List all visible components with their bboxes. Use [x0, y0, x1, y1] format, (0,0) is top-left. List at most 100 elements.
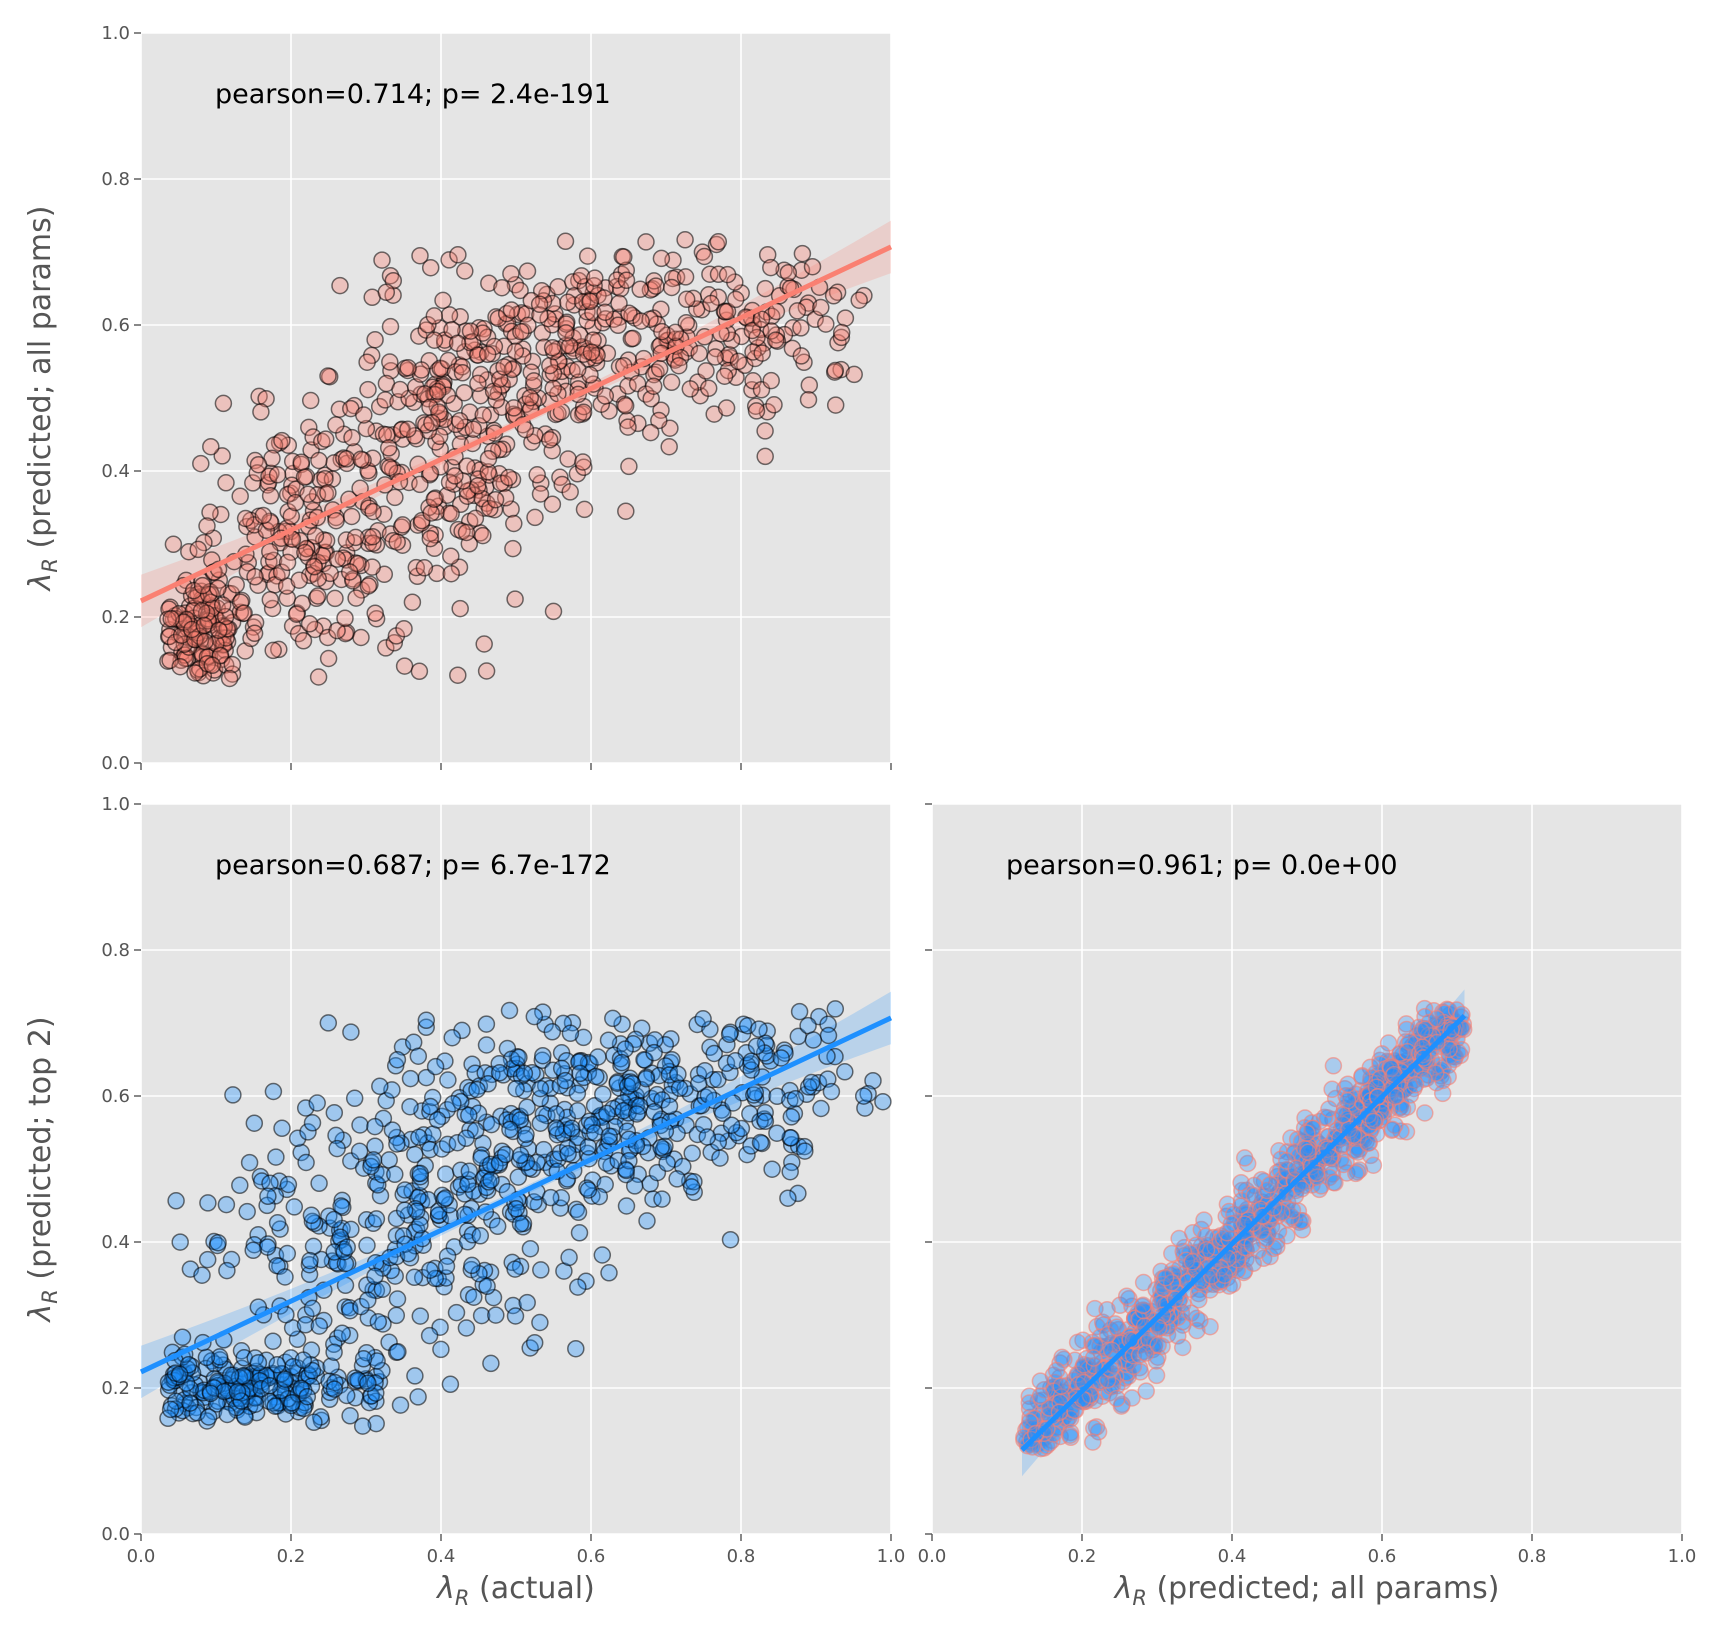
scatter-point [533, 1051, 552, 1070]
scatter-point [799, 390, 818, 409]
scatter-point [457, 523, 476, 542]
scatter-point [193, 576, 212, 595]
x-axis-label-lambda: λ [1113, 1571, 1133, 1606]
scatter-point [557, 315, 575, 333]
scatter-point [368, 1352, 386, 1370]
scatter-point [391, 380, 409, 399]
scatter-point [482, 1354, 500, 1373]
scatter-point [652, 1138, 670, 1157]
scatter-point [299, 485, 317, 503]
scatter-point [292, 1143, 310, 1162]
scatter-point [792, 347, 811, 365]
scatter-point [593, 1246, 612, 1264]
scatter-point [666, 323, 685, 342]
scatter-point [319, 1014, 338, 1032]
y-tick-label: 0.6 [101, 315, 130, 336]
scatter-point [366, 330, 384, 349]
scatter-point [525, 1333, 544, 1352]
scatter-point [327, 1126, 345, 1145]
scatter-point [561, 1024, 580, 1043]
y-axis-label: λR (predicted; top 2) [23, 1016, 62, 1323]
scatter-point [488, 1217, 507, 1236]
scatter-point [743, 321, 762, 340]
scatter-point [567, 1200, 586, 1219]
scatter-point [711, 1149, 729, 1167]
x-axis-label-text: (predicted; all params) [1147, 1571, 1500, 1606]
scatter-point [210, 621, 228, 640]
x-axis-label: λR (actual) [435, 1571, 595, 1610]
scatter-point [507, 1199, 525, 1218]
scatter-point [645, 1043, 663, 1062]
scatter-point [796, 1142, 814, 1160]
scatter-point [531, 1313, 549, 1332]
scatter-point [411, 1216, 429, 1234]
scatter-point [812, 1099, 830, 1118]
regression-line-path [139, 1015, 893, 1375]
scatter-point [1235, 1149, 1254, 1167]
y-tick-label: 0.2 [101, 1378, 130, 1399]
scatter-point [506, 342, 525, 361]
scatter-point [709, 265, 728, 284]
scatter-point [268, 1356, 286, 1374]
scatter-point [292, 453, 311, 471]
scatter-point [347, 589, 365, 607]
scatter-point [758, 245, 777, 264]
scatter-point [677, 290, 696, 309]
scatter-point [477, 1015, 496, 1033]
scatter-point [264, 1082, 283, 1101]
scatter-point [836, 1063, 854, 1081]
scatter-point [425, 307, 444, 325]
scatter-point [364, 1151, 383, 1169]
scatter-point [409, 1047, 428, 1065]
scatter-point [747, 402, 766, 420]
scatter-point [1191, 1311, 1209, 1330]
scatter-point [342, 1023, 360, 1041]
scatter-point [391, 1396, 410, 1414]
scatter-point [638, 1212, 656, 1230]
scatter-point [493, 278, 511, 297]
scatter-point [273, 1119, 291, 1138]
scatter-point [352, 628, 370, 647]
scatter-point [360, 1393, 379, 1412]
scatter-point [341, 1301, 359, 1320]
scatter-point [264, 1332, 282, 1350]
scatter-point [567, 1339, 585, 1358]
scatter-point [440, 251, 458, 269]
scatter-point [1364, 1112, 1383, 1131]
scatter-point [439, 1071, 457, 1089]
scatter-point [302, 1206, 321, 1225]
scatter-point [326, 1373, 344, 1392]
scatter-point [301, 391, 320, 410]
scatter-point [388, 1050, 407, 1069]
scatter-point [386, 1165, 404, 1184]
scatter-point [399, 420, 417, 438]
scatter-point [511, 1215, 530, 1233]
scatter-point [346, 528, 365, 547]
scatter-point [1134, 1296, 1152, 1314]
scatter-point [646, 1031, 664, 1049]
scatter-point [598, 1104, 616, 1123]
y-tick-label: 1.0 [101, 23, 130, 44]
scatter-point [1299, 1143, 1317, 1161]
scatter-point [750, 1020, 768, 1038]
scatter-point [517, 1125, 535, 1144]
scatter-point [459, 1175, 477, 1193]
scatter-point [296, 1316, 315, 1334]
scatter-point [629, 414, 647, 433]
scatter-point [512, 322, 530, 341]
scatter-point [579, 1181, 598, 1199]
x-tick-label: 0.0 [918, 1546, 947, 1567]
scatter-point [381, 266, 400, 285]
scatter-point [534, 1046, 552, 1065]
scatter-point [453, 358, 471, 376]
scatter-point [518, 262, 537, 280]
scatter-point [221, 1366, 240, 1385]
scatter-point [718, 302, 737, 321]
scatter-point [421, 529, 440, 548]
scatter-point [296, 543, 314, 562]
scatter-point [620, 457, 638, 476]
scatter-point [393, 516, 412, 534]
scatter-point [487, 1306, 505, 1324]
scatter-point [161, 651, 179, 670]
scatter-point [299, 1123, 317, 1141]
